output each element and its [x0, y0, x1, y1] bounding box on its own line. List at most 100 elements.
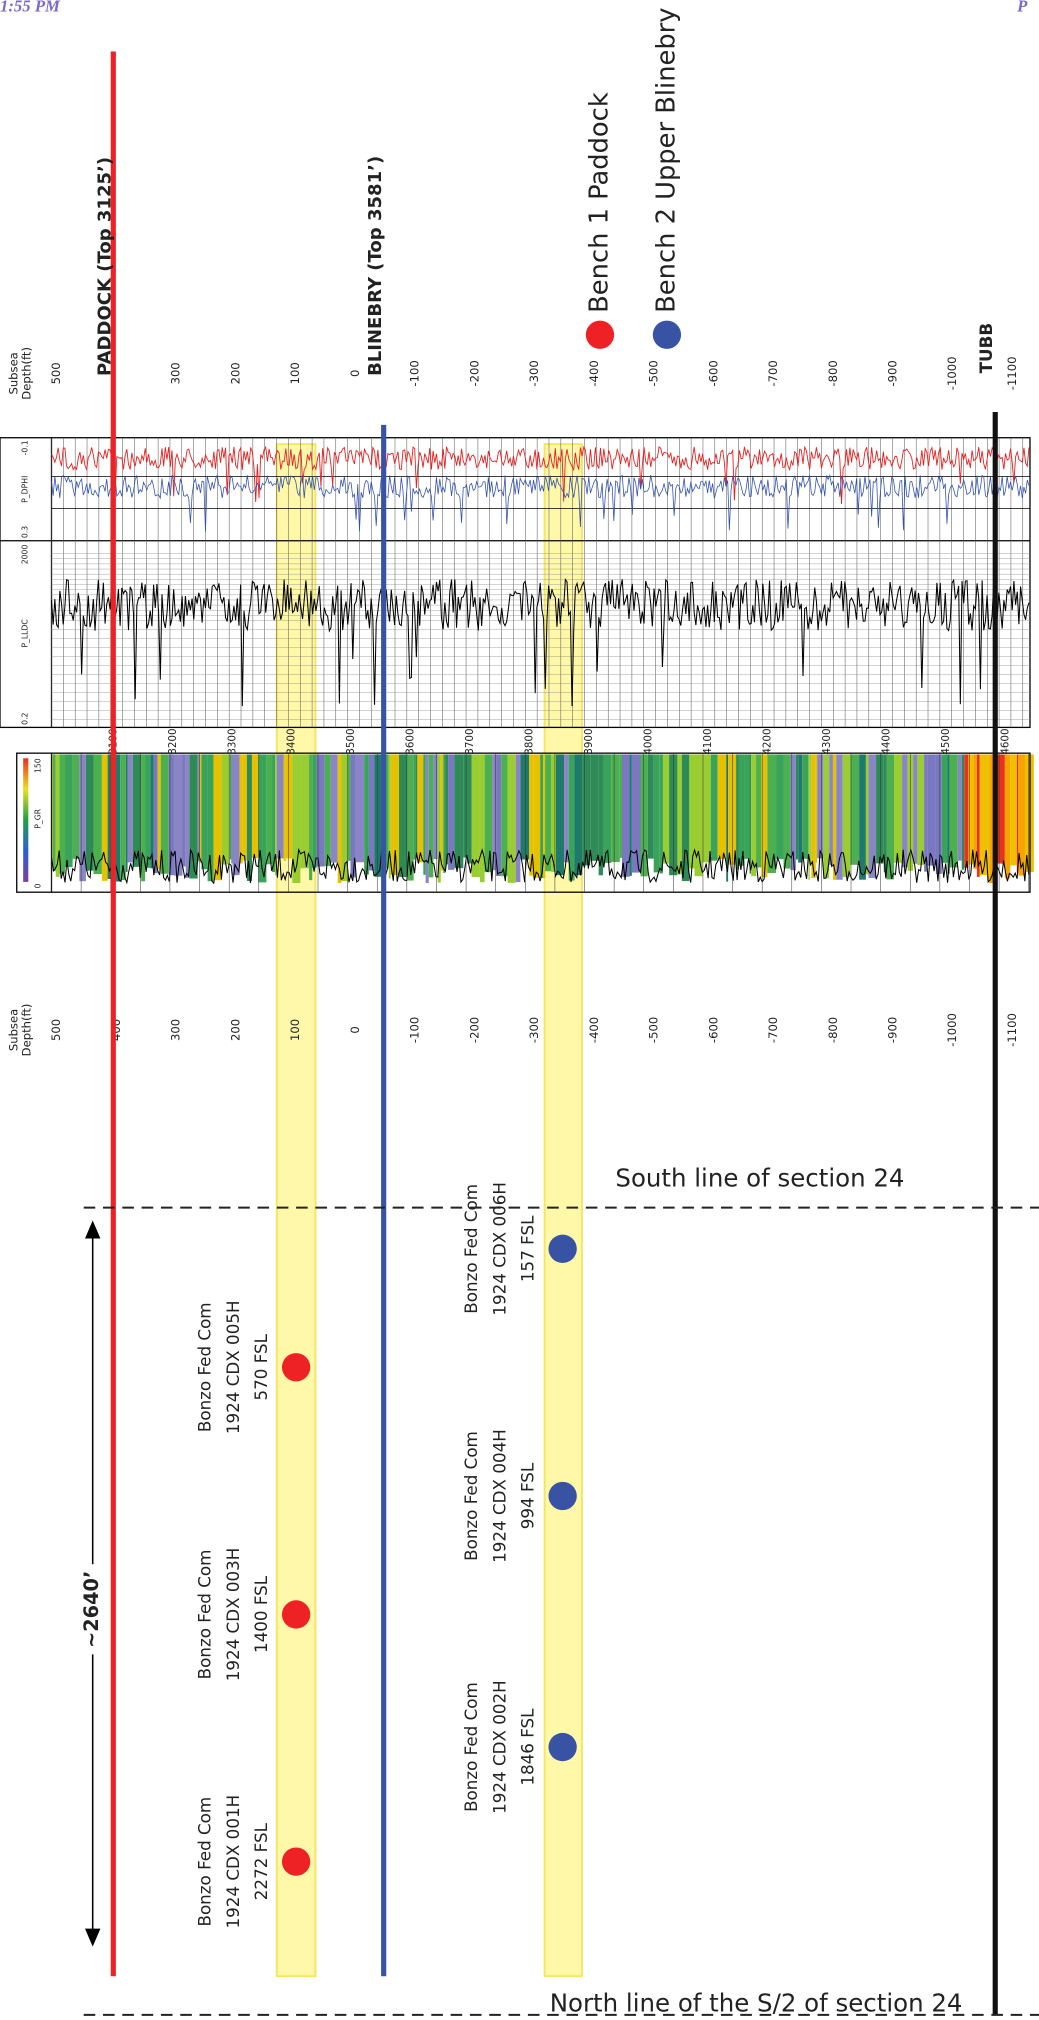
md-depth-label: 3600 — [405, 728, 417, 754]
gr-fill — [415, 754, 418, 858]
gr-fill — [859, 754, 866, 880]
well-label: Bonzo Fed Com — [461, 1184, 481, 1314]
gr-fill — [964, 754, 969, 868]
gr-fill — [659, 754, 663, 874]
gr-fill — [808, 754, 810, 880]
gr-fill — [564, 754, 569, 863]
subsea-depth-label: -100 — [408, 1017, 422, 1043]
subsea-depth-label: 500 — [49, 1019, 63, 1041]
gr-fill — [160, 754, 169, 874]
gr-fill — [350, 754, 356, 878]
gr-fill — [736, 754, 739, 870]
legend-label: Bench 1 Paddock — [584, 92, 614, 313]
gr-fill — [756, 754, 762, 868]
gr-fill — [258, 754, 267, 883]
gr-track — [16, 752, 1034, 893]
gr-fill — [935, 754, 942, 874]
legend-dot — [585, 320, 615, 349]
gr-fill — [798, 754, 803, 863]
gr-fill — [330, 754, 338, 863]
gr-fill — [127, 754, 133, 863]
gr-fill — [182, 754, 186, 867]
md-depth-label: 4600 — [1000, 728, 1012, 754]
gr-fill — [239, 754, 243, 864]
gr-fill — [492, 754, 497, 871]
gr-fill — [285, 754, 293, 859]
gr-fill — [996, 754, 1005, 864]
gr-fill — [189, 754, 198, 879]
well-dot — [548, 1732, 577, 1762]
gr-fill — [316, 754, 325, 867]
gr-fill — [842, 754, 851, 878]
gr-fill — [417, 754, 424, 863]
gr-fill — [836, 754, 843, 880]
subsea-depth-label: -300 — [527, 1017, 541, 1043]
gr-fill — [120, 754, 126, 881]
lldc-track-max: 2000 — [21, 545, 30, 565]
gr-scale — [23, 758, 29, 882]
gr-fill — [1018, 754, 1025, 876]
gr-fill — [197, 754, 200, 862]
gr-fill — [507, 754, 516, 883]
subsea-depth-label: -100 — [408, 360, 422, 386]
well-label: Bonzo Fed Com — [194, 1550, 214, 1680]
gr-fill — [540, 754, 544, 878]
gr-fill — [454, 754, 464, 869]
gr-fill — [987, 754, 990, 881]
gr-fill — [631, 754, 641, 873]
arrow-head — [84, 1220, 101, 1239]
gr-fill — [153, 754, 158, 874]
gr-fill — [947, 754, 950, 874]
well-label: 1924 CDX 001H — [223, 1795, 243, 1929]
gr-fill — [776, 754, 784, 860]
gr-fill — [1004, 754, 1011, 879]
md-depth-label: 4500 — [940, 728, 952, 754]
gr-fill — [55, 754, 60, 877]
gr-fill — [619, 754, 623, 858]
subsea-depth-label: -200 — [467, 1017, 481, 1043]
well-dot — [281, 1600, 311, 1629]
gr-fill — [443, 754, 446, 873]
gr-fill — [65, 754, 73, 868]
gr-fill — [207, 754, 214, 882]
marker-label: BLINEBRY (Top 3581’) — [365, 156, 386, 376]
gr-fill — [145, 754, 151, 868]
subsea-depth-label: 0 — [348, 370, 362, 377]
dphi-track-name: P_DPHI — [21, 476, 30, 503]
gr-fill — [413, 754, 416, 860]
gr-fill — [1010, 754, 1017, 866]
gr-fill — [883, 754, 887, 873]
well-label: Bonzo Fed Com — [194, 1797, 214, 1927]
gr-fill — [924, 754, 928, 872]
gr-fill — [479, 754, 485, 883]
target-band — [275, 443, 317, 1978]
gr-fill — [850, 754, 860, 865]
gr-fill — [347, 754, 351, 861]
md-depth-label: 4100 — [702, 728, 714, 754]
gr-fill — [433, 754, 438, 860]
gr-fill — [93, 754, 102, 875]
gr-fill — [543, 754, 546, 879]
gr-fill — [602, 754, 612, 863]
gr-fill — [232, 754, 240, 876]
gr-fill — [961, 754, 965, 870]
depth-header: Depth(ft) — [20, 347, 34, 400]
marker-label: PADDOCK (Top 3125’) — [95, 157, 116, 376]
subsea-depth-label: -700 — [766, 1017, 780, 1043]
well-label: 157 FSL — [518, 1215, 538, 1282]
legend-label: Bench 2 Upper Blinebry — [651, 8, 681, 313]
dphi-red — [51, 445, 1030, 504]
gr-fill — [894, 754, 903, 863]
subsea-depth-label: -400 — [587, 360, 601, 386]
well-label: Bonzo Fed Com — [461, 1431, 481, 1561]
md-depth-label: 3900 — [583, 728, 595, 754]
gr-fill — [388, 754, 391, 879]
well-label: 1924 CDX 003H — [223, 1548, 243, 1682]
gr-fill — [150, 754, 154, 869]
gr-fill — [728, 754, 737, 865]
gr-fill — [445, 754, 449, 865]
gr-fill — [440, 754, 444, 871]
depth-header: Depth(ft) — [20, 1004, 34, 1057]
gr-fill — [622, 754, 630, 877]
